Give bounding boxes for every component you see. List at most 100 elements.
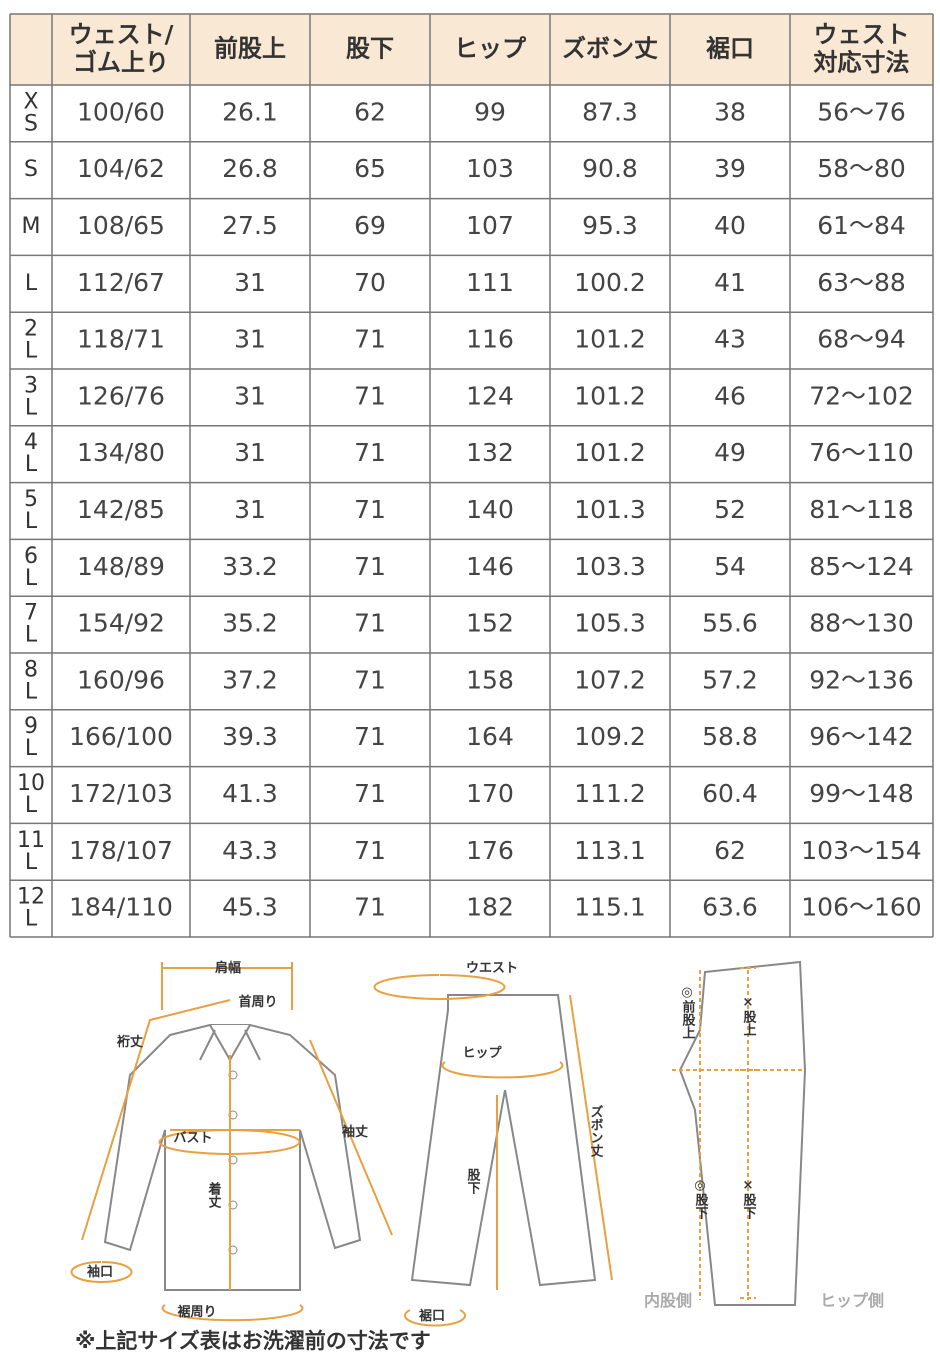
cell-text: 54 — [714, 552, 746, 581]
shirt-diagram: 肩幅 首周り 裄丈 袖丈 バスト 着丈 袖口 裾周り — [70, 960, 393, 1322]
cell-text: 71 — [354, 722, 386, 751]
cell-text: 68～94 — [817, 325, 906, 354]
cell-text: M — [22, 214, 41, 239]
cell-text: L — [25, 339, 38, 364]
cell-text: 63～88 — [817, 268, 906, 297]
cell-text: L — [25, 509, 38, 534]
cell-text: 49 — [714, 438, 746, 467]
cell-text: L — [25, 566, 38, 591]
cell-text: 31 — [234, 325, 266, 354]
cell-text: L — [25, 452, 38, 477]
cell-text: 26.8 — [222, 154, 278, 183]
cell-text: 31 — [234, 438, 266, 467]
label: ◎前股上 — [680, 985, 696, 1039]
cell-text: 3 — [24, 373, 38, 398]
cell-text: 41.3 — [222, 779, 278, 808]
cell-text: 5 — [24, 487, 38, 512]
cell-text: 184/110 — [69, 893, 173, 922]
cell-text: L — [25, 850, 38, 875]
cell-text: 6 — [24, 544, 38, 569]
cell-text: 7 — [24, 601, 38, 626]
side-diagram: ◎前股上 ×股上 ◎股下 ×股下 内股側 ヒップ側 — [644, 960, 884, 1310]
cell-text: 58.8 — [702, 722, 758, 751]
cell-text: 106～160 — [801, 893, 921, 922]
cell-text: 52 — [714, 495, 746, 524]
cell-text: 148/89 — [77, 552, 165, 581]
cell-text: 81～118 — [809, 495, 914, 524]
cell-text: 12 — [17, 885, 45, 910]
cell-text: L — [25, 271, 38, 296]
cell-text: 182 — [466, 893, 514, 922]
cell-text: 31 — [234, 381, 266, 410]
cell-text: 26.1 — [222, 97, 278, 126]
cell-text: 33.2 — [222, 552, 278, 581]
cell-text: 101.2 — [574, 325, 646, 354]
cell-text: 58～80 — [817, 154, 906, 183]
cell-text: 113.1 — [574, 836, 646, 865]
cell-text: L — [25, 736, 38, 761]
cell-text: 115.1 — [574, 893, 646, 922]
cell-text: 170 — [466, 779, 514, 808]
cell-text: 71 — [354, 779, 386, 808]
cell-text: 股下 — [346, 35, 394, 63]
cell-text: 146 — [466, 552, 514, 581]
cell-text: 71 — [354, 609, 386, 638]
label: ◎股下 — [693, 1178, 709, 1220]
cell-text: 134/80 — [77, 438, 165, 467]
cell-text: 57.2 — [702, 665, 758, 694]
cell-text: X — [23, 89, 38, 114]
cell-text: 87.3 — [582, 97, 638, 126]
label: 裾口 — [419, 1308, 445, 1324]
cell-text: ウェスト/ — [69, 21, 174, 49]
cell-text: 39.3 — [222, 722, 278, 751]
cell-text: 71 — [354, 665, 386, 694]
cell-text: 164 — [466, 722, 514, 751]
cell-text: 61～84 — [817, 211, 906, 240]
cell-text: 31 — [234, 495, 266, 524]
cell-text: 104/62 — [77, 154, 165, 183]
cell-text: 101.2 — [574, 381, 646, 410]
cell-text: 41 — [714, 268, 746, 297]
cell-text: 43 — [714, 325, 746, 354]
cell-text: 4 — [24, 430, 38, 455]
cell-text: 37.2 — [222, 665, 278, 694]
label: 股下 — [465, 1168, 481, 1195]
cell-text: L — [25, 679, 38, 704]
cell-text: 43.3 — [222, 836, 278, 865]
cell-text: 172/103 — [69, 779, 173, 808]
cell-text: 176 — [466, 836, 514, 865]
header-bg — [10, 14, 933, 85]
cell-text: 112/67 — [77, 268, 165, 297]
label: 裄丈 — [116, 1034, 143, 1050]
cell-text: 前股上 — [214, 35, 286, 63]
cell-text: 11 — [17, 828, 45, 853]
cell-text: 152 — [466, 609, 514, 638]
cell-text: 56～76 — [817, 97, 906, 126]
cell-text: 101.3 — [574, 495, 646, 524]
cell-text: 40 — [714, 211, 746, 240]
cell-text: 111 — [466, 268, 514, 297]
label: 袖丈 — [342, 1124, 368, 1140]
cell-text: 96～142 — [809, 722, 914, 751]
label: 内股側 — [644, 1291, 692, 1310]
cell-text: 69 — [354, 211, 386, 240]
cell-text: 99 — [474, 97, 506, 126]
cell-text: 8 — [24, 657, 38, 682]
label: ヒップ — [462, 1046, 502, 1061]
cell-text: 27.5 — [222, 211, 278, 240]
label: バスト — [173, 1131, 212, 1146]
cell-text: 46 — [714, 381, 746, 410]
cell-text: 76～110 — [809, 438, 914, 467]
cell-text: L — [25, 793, 38, 818]
cell-text: 154/92 — [77, 609, 165, 638]
cell-text: L — [25, 623, 38, 648]
cell-text: 107 — [466, 211, 514, 240]
label: ズボン丈 — [588, 1104, 604, 1158]
cell-text: 45.3 — [222, 893, 278, 922]
cell-text: 111.2 — [574, 779, 646, 808]
cell-text: 118/71 — [77, 325, 165, 354]
cell-text: 116 — [466, 325, 514, 354]
cell-text: 166/100 — [69, 722, 173, 751]
cell-text: 39 — [714, 154, 746, 183]
